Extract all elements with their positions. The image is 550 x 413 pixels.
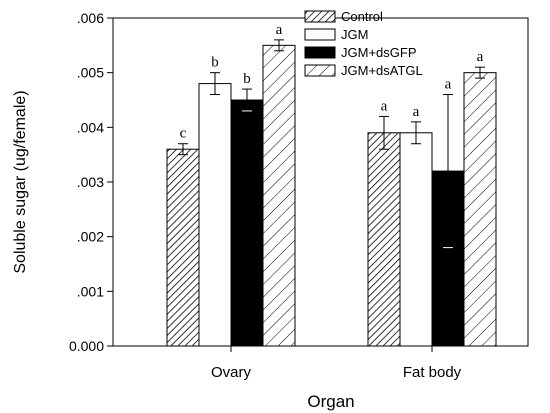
significance-label: b: [243, 71, 251, 87]
significance-label: a: [477, 49, 484, 65]
significance-label: a: [413, 104, 420, 120]
y-tick-label: 0.000: [69, 338, 104, 354]
legend-swatch: [304, 64, 336, 77]
significance-label: a: [276, 22, 283, 38]
legend-label: JGM+dsGFP: [341, 45, 417, 60]
bar: [367, 132, 401, 347]
legend-label: JGM: [341, 27, 368, 42]
legend-swatch: [304, 28, 336, 41]
legend-swatch: [304, 10, 336, 23]
x-axis: Ovary Fat body: [211, 346, 462, 381]
bar: [198, 83, 232, 347]
significance-label: a: [381, 98, 388, 114]
significance-label: b: [211, 55, 219, 71]
bar: [166, 148, 200, 347]
y-axis: 0.000 .001 .002 .003 .004 .005 .006: [69, 10, 113, 354]
y-tick-label: .005: [77, 65, 104, 81]
bar: [463, 72, 497, 347]
y-tick-label: .003: [77, 174, 104, 190]
legend-label: JGM+dsATGL: [341, 63, 423, 78]
significance-label: a: [445, 77, 452, 93]
y-tick-label: .002: [77, 229, 104, 245]
legend-label: Control: [341, 9, 383, 24]
legend-swatch: [304, 46, 336, 59]
bar: [262, 44, 296, 347]
x-tick-label: Ovary: [211, 364, 252, 381]
y-axis-label: Soluble sugar (ug/female): [12, 90, 29, 273]
x-axis-label: Organ: [307, 392, 354, 411]
bar: [399, 132, 433, 347]
x-tick-label: Fat body: [403, 364, 462, 381]
significance-label: c: [180, 126, 187, 142]
bar: [230, 99, 264, 347]
y-tick-label: .001: [77, 283, 104, 299]
y-tick-label: .004: [77, 119, 104, 135]
y-tick-label: .006: [77, 10, 104, 26]
legend: Control JGM JGM+dsGFP JGM+dsATGL: [304, 9, 423, 78]
bars: c b b a a a a a: [166, 22, 497, 347]
